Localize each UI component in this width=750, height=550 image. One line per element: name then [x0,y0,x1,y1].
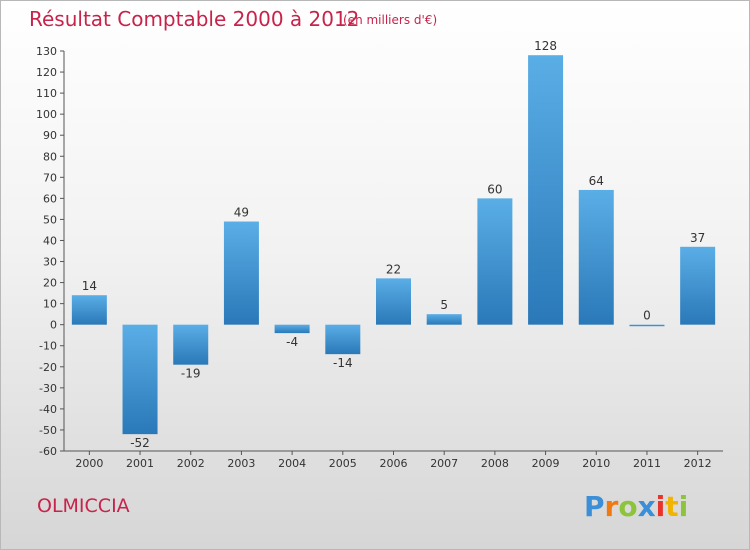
x-tick-label: 2002 [177,457,205,470]
y-tick-label: 110 [36,87,57,100]
x-tick-label: 2012 [684,457,712,470]
data-label-2008: 60 [487,182,502,196]
chart-title: Résultat Comptable 2000 à 2012 [29,7,360,31]
y-tick-label: -10 [39,340,57,353]
y-tick-label: -20 [39,361,57,374]
bar-2010 [578,189,614,325]
y-tick-label: 0 [50,319,57,332]
y-tick-label: 20 [43,277,57,290]
x-tick-label: 2000 [75,457,103,470]
bar-2006 [376,278,411,325]
y-tick-label: -60 [39,445,57,458]
bar-2003 [223,221,259,325]
svg-text:Proxiti: Proxiti [584,490,688,522]
data-label-2006: 22 [386,262,401,276]
x-tick-label: 2009 [532,457,560,470]
data-label-2001: -52 [130,436,150,450]
data-label-2007: 5 [440,298,448,312]
y-tick-label: 100 [36,108,57,121]
bar-2000 [71,295,107,325]
data-label-2012: 37 [690,231,705,245]
x-tick-label: 2007 [430,457,458,470]
data-label-2003: 49 [234,206,249,220]
x-tick-label: 2001 [126,457,154,470]
data-label-2010: 64 [589,174,604,188]
bar-2007 [426,314,462,325]
y-tick-label: 40 [43,234,57,247]
x-tick-label: 2004 [278,457,306,470]
data-label-2000: 14 [82,279,97,293]
y-tick-label: -40 [39,403,57,416]
bar-2011 [629,324,665,327]
x-tick-label: 2006 [380,457,408,470]
y-tick-label: 70 [43,171,57,184]
y-tick-label: 80 [43,150,57,163]
bar-2001 [122,324,158,435]
y-tick-label: 90 [43,129,57,142]
data-label-2005: -14 [333,356,353,370]
commune-name: OLMICCIA [37,495,130,517]
x-tick-label: 2008 [481,457,509,470]
x-tick-label: 2003 [227,457,255,470]
bar-2012 [680,246,716,325]
y-tick-label: 130 [36,45,57,58]
data-label-2004: -4 [286,335,298,349]
y-tick-label: 120 [36,66,57,79]
chart-subtitle: (en milliers d'€) [343,13,438,27]
bar-2008 [477,198,513,325]
y-tick-label: 30 [43,256,57,269]
y-tick-label: -30 [39,382,57,395]
y-tick-label: 10 [43,298,57,311]
y-tick-label: 60 [43,192,57,205]
proxiti-logo: Proxiti [584,490,688,522]
data-label-2009: 128 [534,39,557,53]
bar-2009 [528,55,564,325]
x-tick-label: 2011 [633,457,661,470]
y-tick-label: 50 [43,213,57,226]
bar-2005 [325,324,361,355]
bar-2002 [173,324,209,365]
x-tick-label: 2005 [329,457,357,470]
y-tick-label: -50 [39,424,57,437]
data-label-2002: -19 [181,367,201,381]
bar-2004 [274,324,310,334]
data-label-2011: 0 [643,309,651,323]
x-tick-label: 2010 [582,457,610,470]
